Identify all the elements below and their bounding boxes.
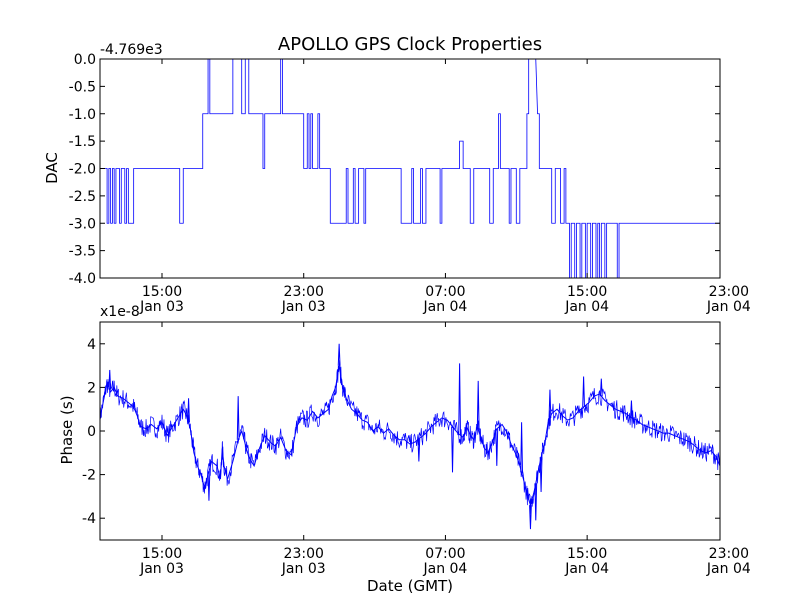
phase-xtick-date-label: Jan 04 — [706, 561, 751, 577]
dac-y-axis-label: DAC — [43, 152, 61, 184]
phase-xtick-time-label: 23:00 — [284, 546, 324, 562]
phase-xtick-time-label: 23:00 — [709, 546, 749, 562]
phase-xtick-date-label: Jan 03 — [281, 561, 326, 577]
dac-xtick-time-label: 23:00 — [284, 284, 324, 300]
dac-offset-label: -4.769e3 — [100, 42, 163, 58]
figure-background — [0, 0, 800, 600]
dac-xtick-date-label: Jan 04 — [564, 299, 609, 315]
phase-ytick-label: 4 — [87, 337, 96, 353]
dac-xtick-time-label: 15:00 — [142, 284, 182, 300]
dac-ytick-label: -2.5 — [69, 189, 96, 205]
dac-xtick-date-label: Jan 03 — [139, 299, 184, 315]
dac-xtick-date-label: Jan 03 — [281, 299, 326, 315]
phase-xtick-time-label: 15:00 — [142, 546, 182, 562]
dac-xtick-date-label: Jan 04 — [422, 299, 467, 315]
phase-xtick-date-label: Jan 04 — [564, 561, 609, 577]
dac-ytick-label: 0.0 — [74, 52, 96, 68]
phase-ytick-label: -2 — [82, 468, 96, 484]
dac-xtick-time-label: 23:00 — [709, 284, 749, 300]
dac-ytick-label: -2.0 — [69, 162, 96, 178]
phase-ytick-label: -4 — [82, 511, 96, 527]
dac-ytick-label: -0.5 — [69, 79, 96, 95]
phase-y-axis-label: Phase (s) — [58, 395, 76, 464]
phase-xtick-date-label: Jan 03 — [139, 561, 184, 577]
dac-xtick-time-label: 15:00 — [567, 284, 607, 300]
dac-ytick-label: -3.5 — [69, 244, 96, 260]
dac-xtick-date-label: Jan 04 — [706, 299, 751, 315]
dac-ytick-label: -4.0 — [69, 271, 96, 287]
phase-x-axis-label: Date (GMT) — [367, 577, 453, 595]
phase-ytick-label: 2 — [87, 380, 96, 396]
figure: APOLLO GPS Clock Properties -4.769e3 DAC… — [0, 0, 800, 600]
figure-title: APOLLO GPS Clock Properties — [278, 34, 542, 55]
phase-xtick-time-label: 07:00 — [425, 546, 465, 562]
phase-xtick-date-label: Jan 04 — [422, 561, 467, 577]
dac-ytick-label: -1.5 — [69, 134, 96, 150]
dac-ytick-label: -3.0 — [69, 216, 96, 232]
dac-xtick-time-label: 07:00 — [425, 284, 465, 300]
dac-ytick-label: -1.0 — [69, 107, 96, 123]
phase-offset-label: x1e-8 — [100, 304, 140, 320]
phase-xtick-time-label: 15:00 — [567, 546, 607, 562]
phase-ytick-label: 0 — [87, 424, 96, 440]
